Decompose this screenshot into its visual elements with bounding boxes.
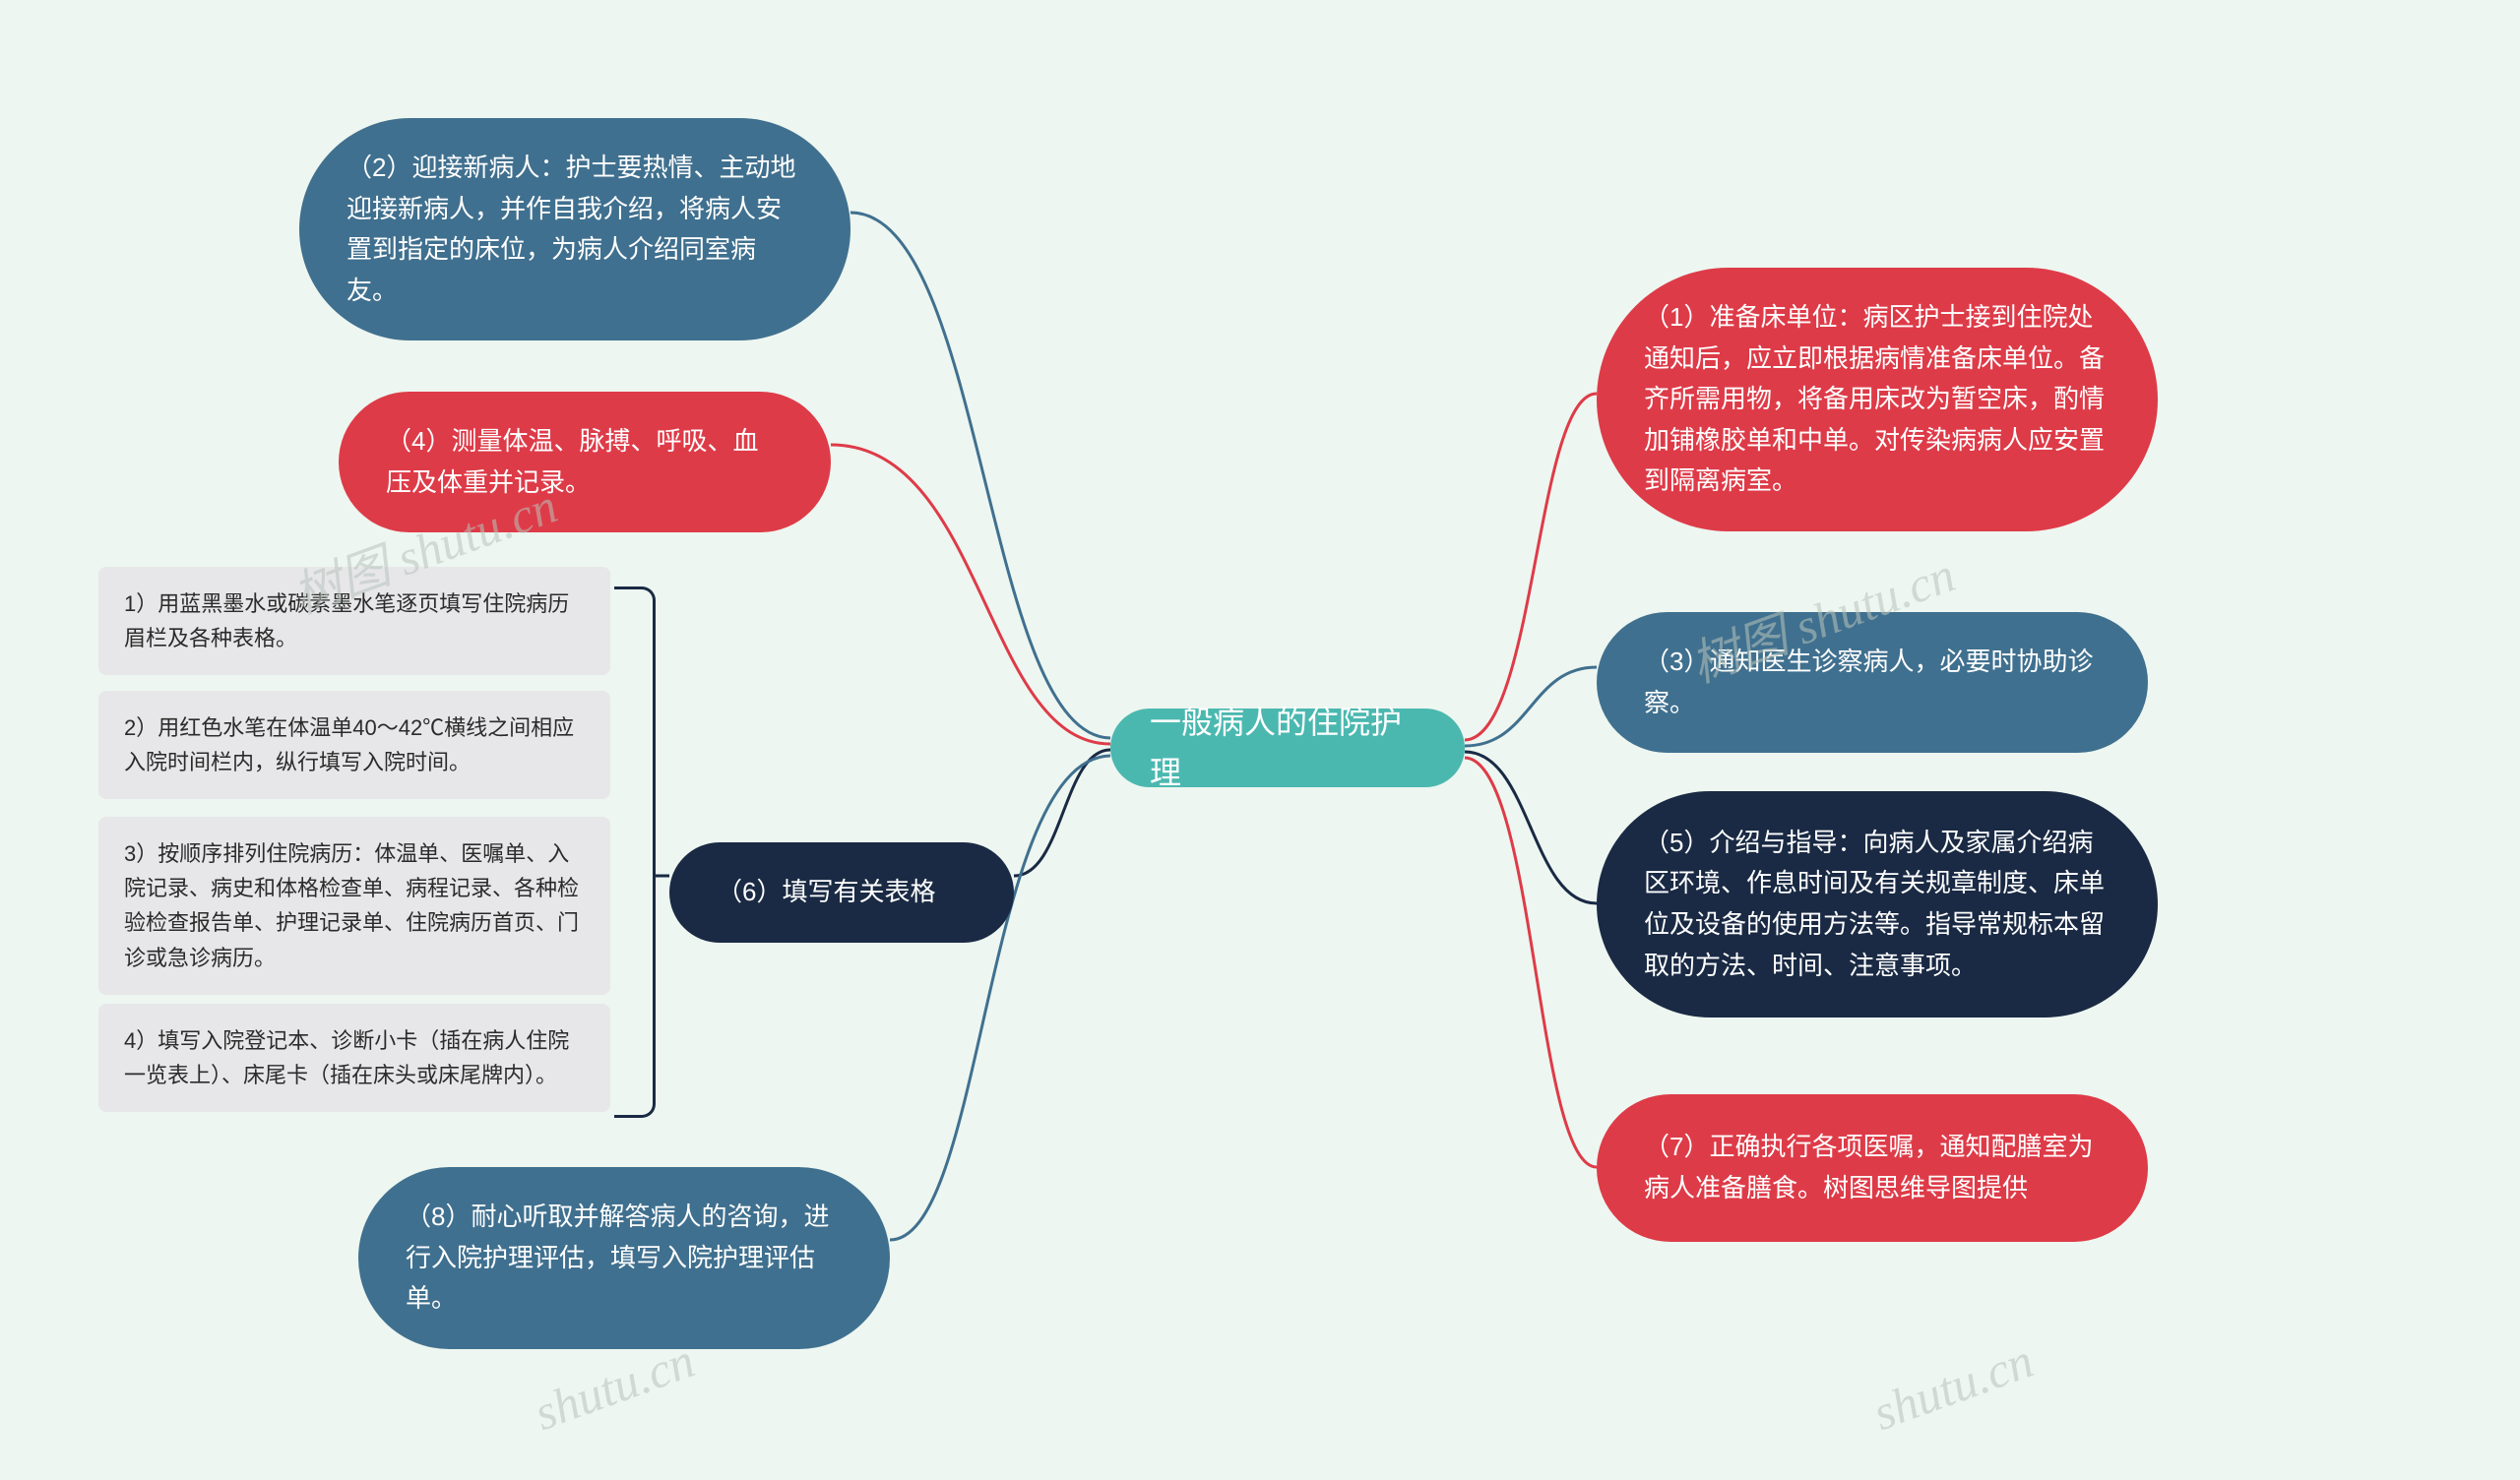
node-3: （3）通知医生诊察病人，必要时协助诊察。 [1597, 612, 2148, 753]
node-7: （7）正确执行各项医嘱，通知配膳室为病人准备膳食。树图思维导图提供 [1597, 1094, 2148, 1242]
bracket-node6 [614, 586, 656, 1118]
node-5: （5）介绍与指导：向病人及家属介绍病区环境、作息时间及有关规章制度、床单位及设备… [1597, 791, 2158, 1018]
sub-1: 1）用蓝黑墨水或碳素墨水笔逐页填写住院病历眉栏及各种表格。 [98, 567, 610, 675]
sub-4: 4）填写入院登记本、诊断小卡（插在病人住院一览表上）、床尾卡（插在床头或床尾牌内… [98, 1004, 610, 1112]
mindmap-canvas: 一般病人的住院护理 （1）准备床单位：病区护士接到住院处通知后，应立即根据病情准… [0, 0, 2520, 1480]
center-node: 一般病人的住院护理 [1110, 709, 1465, 787]
node-6: （6）填写有关表格 [669, 842, 1014, 943]
node-4: （4）测量体温、脉搏、呼吸、血压及体重并记录。 [339, 392, 831, 532]
node-2: （2）迎接新病人：护士要热情、主动地迎接新病人，并作自我介绍，将病人安置到指定的… [299, 118, 850, 340]
sub-2: 2）用红色水笔在体温单40～42℃横线之间相应入院时间栏内，纵行填写入院时间。 [98, 691, 610, 799]
node-1: （1）准备床单位：病区护士接到住院处通知后，应立即根据病情准备床单位。备齐所需用… [1597, 268, 2158, 531]
node-8: （8）耐心听取并解答病人的咨询，进行入院护理评估，填写入院护理评估单。 [358, 1167, 890, 1349]
sub-3: 3）按顺序排列住院病历：体温单、医嘱单、入院记录、病史和体格检查单、病程记录、各… [98, 817, 610, 995]
